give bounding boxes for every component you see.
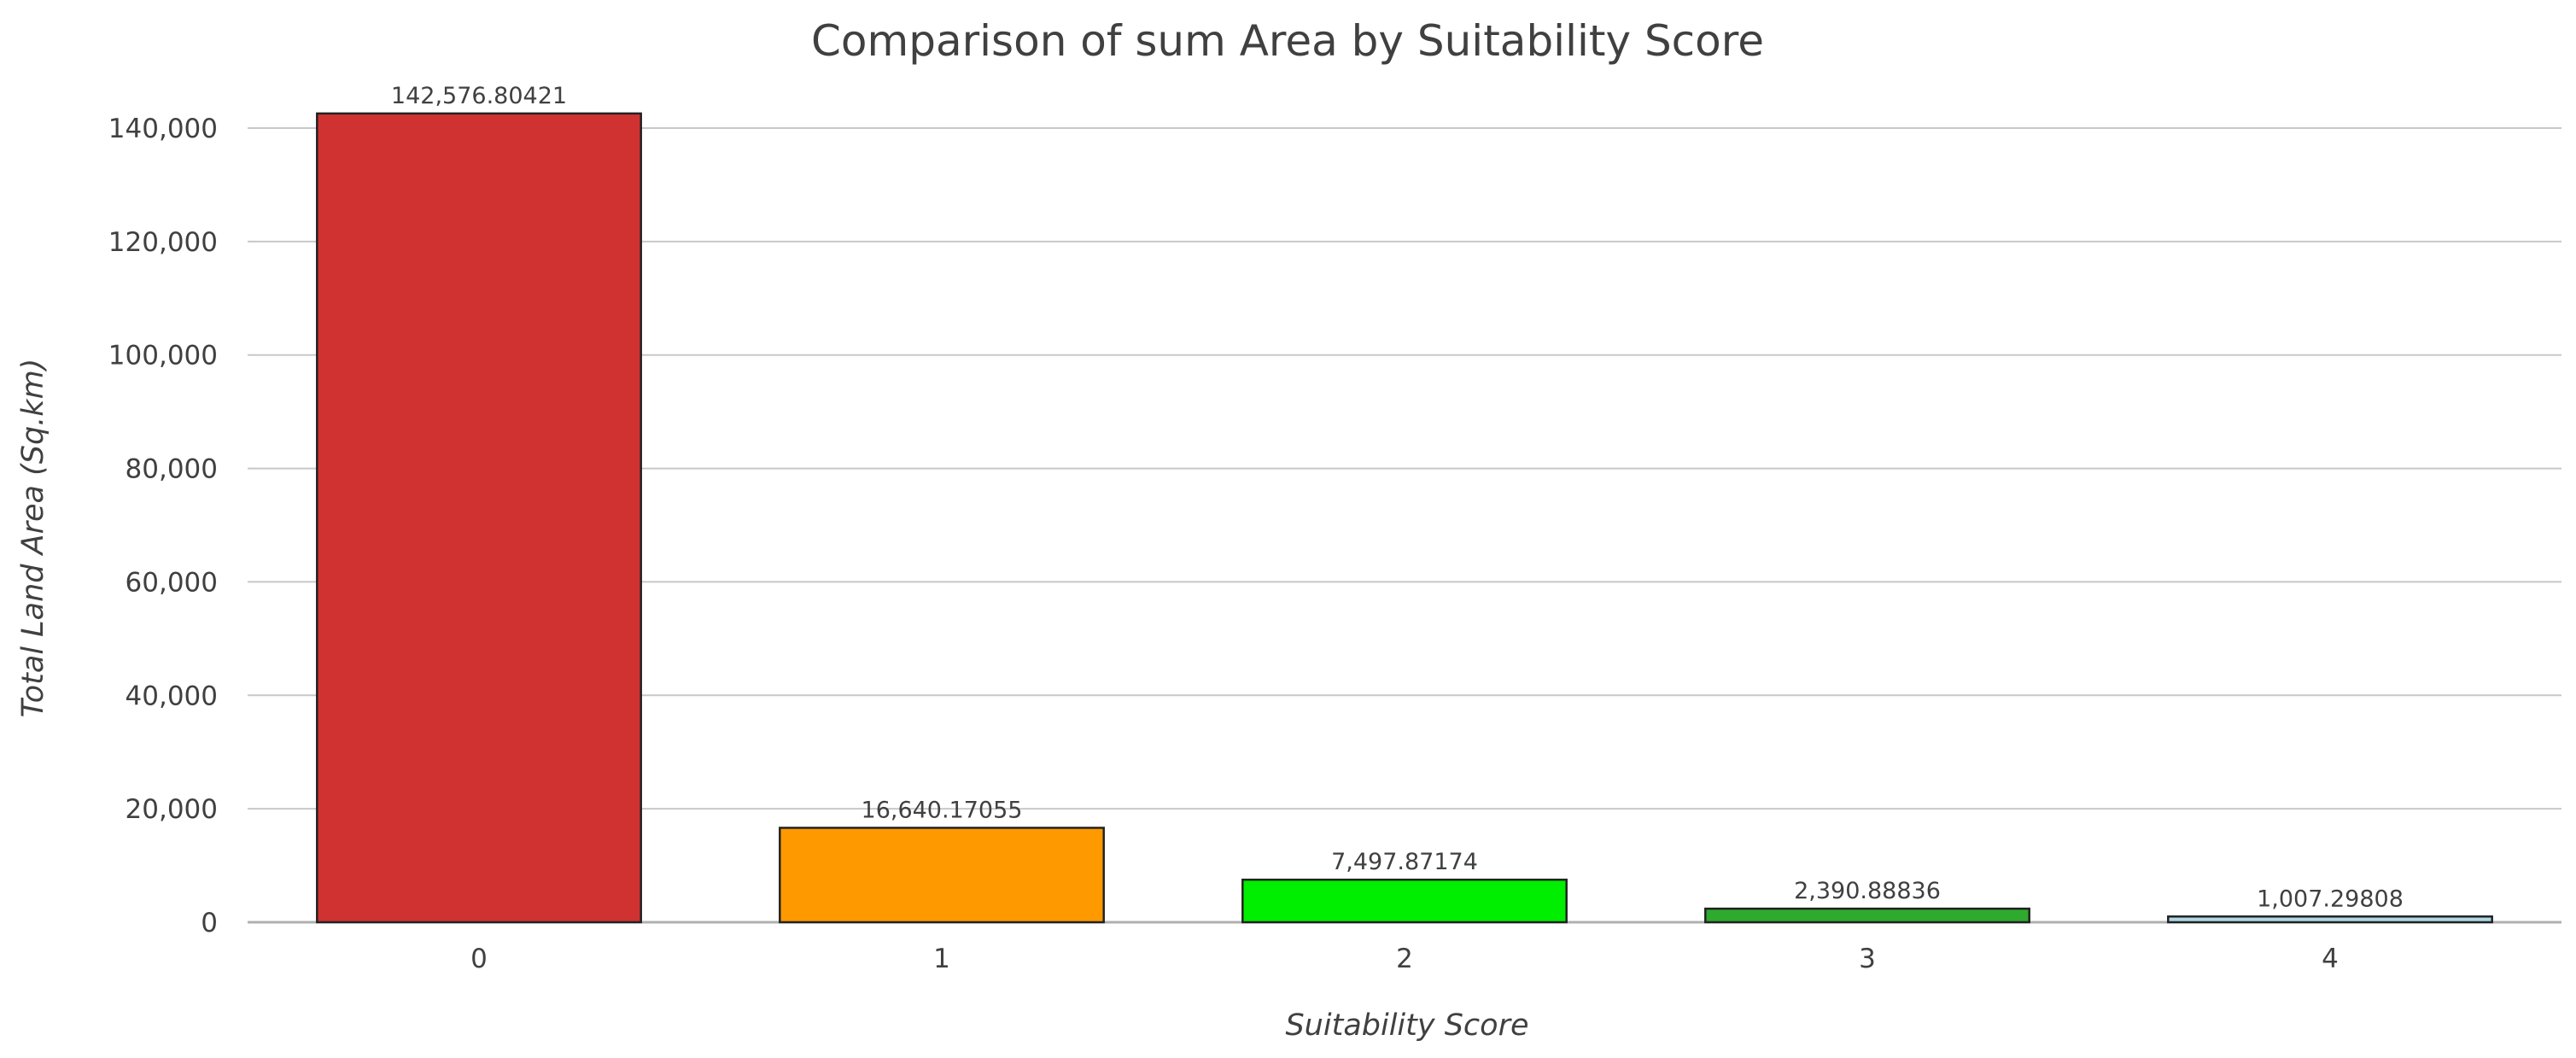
y-axis-ticks: 0 20,000 40,000 60,000 80,000 100,000 120,000 1… [108,114,218,938]
y-tick-label: 20,000 [126,794,218,825]
bar-4 [2167,915,2493,924]
y-tick-label: 80,000 [126,454,218,485]
y-tick-label: 0 [201,908,218,938]
x-axis-title: Suitability Score [1285,1008,1528,1043]
x-axis-ticks: 0 1 2 3 4 [470,944,2339,974]
y-tick-label: 100,000 [108,341,218,371]
chart-title: Comparison of sum Area by Suitability Sc… [811,16,1764,66]
data-label: 142,576.80421 [391,83,567,109]
y-tick-label: 120,000 [108,227,218,258]
x-tick-label: 4 [2322,944,2339,974]
y-tick-label: 140,000 [108,114,218,144]
x-tick-label: 3 [1859,944,1876,974]
y-tick-label: 60,000 [126,567,218,598]
bars [316,112,2493,924]
x-tick-label: 0 [470,944,488,974]
bar-3 [1704,907,2030,924]
y-tick-label: 40,000 [126,681,218,711]
x-tick-label: 1 [933,944,950,974]
bar-2 [1241,878,1568,924]
data-label: 7,497.87174 [1331,849,1478,875]
bar-1 [779,827,1105,924]
bar-0 [316,112,642,924]
data-label: 2,390.88836 [1794,878,1941,904]
data-labels: 142,576.80421 16,640.17055 7,497.87174 2,39… [391,83,2404,912]
data-label: 16,640.17055 [862,797,1023,823]
y-axis-title: Total Land Area (Sq.km) [16,359,50,718]
x-tick-label: 2 [1396,944,1413,974]
data-label: 1,007.29808 [2257,886,2404,912]
